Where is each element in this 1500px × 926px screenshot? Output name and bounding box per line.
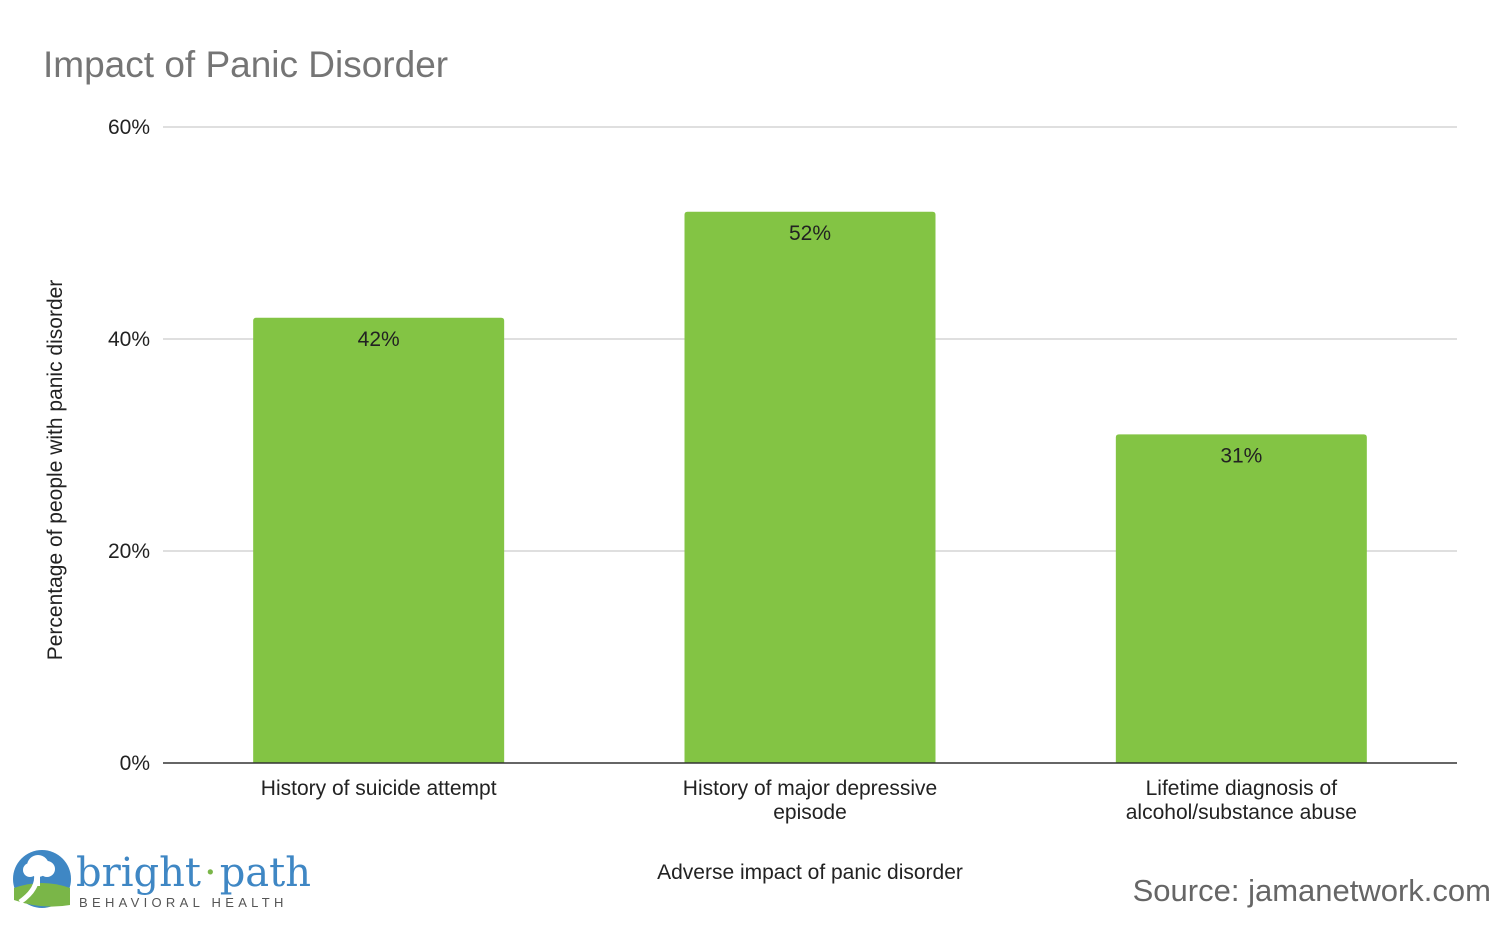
- x-category-label: alcohol/substance abuse: [1126, 801, 1357, 824]
- x-category-label: episode: [773, 801, 847, 824]
- logo-wordmark: bright·path: [76, 850, 311, 896]
- value-labels: 42% 52% 31%: [358, 222, 1263, 468]
- brand-logo: bright·path BEHAVIORAL HEALTH: [13, 850, 311, 910]
- bar-value-label: 31%: [1220, 444, 1262, 467]
- x-category-label: History of major depressive: [683, 777, 937, 800]
- bar: [253, 317, 505, 763]
- y-tick-label: 0%: [120, 752, 150, 775]
- x-axis-categories: History of suicide attempt History of maj…: [261, 777, 1357, 824]
- x-category-label: Lifetime diagnosis of: [1146, 777, 1338, 800]
- tree-path-logo-icon: [13, 850, 71, 908]
- x-category-label: History of suicide attempt: [261, 777, 497, 800]
- x-axis-label: Adverse impact of panic disorder: [657, 861, 963, 884]
- bar: [1115, 434, 1367, 763]
- chart-title: Impact of Panic Disorder: [43, 44, 448, 85]
- y-tick-label: 20%: [108, 540, 150, 563]
- y-tick-label: 60%: [108, 116, 150, 139]
- y-axis-ticks: 0% 20% 40% 60%: [108, 116, 150, 775]
- y-axis-label: Percentage of people with panic disorder: [44, 280, 67, 661]
- bar: [684, 211, 936, 764]
- source-note: Source: jamanetwork.com: [1133, 873, 1491, 908]
- bar-value-label: 52%: [789, 222, 831, 245]
- bar-value-label: 42%: [358, 328, 400, 351]
- logo-tagline: BEHAVIORAL HEALTH: [79, 895, 288, 910]
- y-tick-label: 40%: [108, 328, 150, 351]
- bars: [253, 211, 1367, 764]
